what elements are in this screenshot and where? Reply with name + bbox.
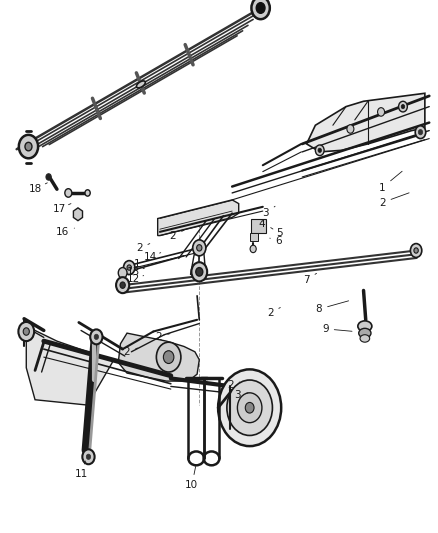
Circle shape (163, 351, 174, 364)
Polygon shape (158, 200, 239, 236)
Circle shape (196, 268, 203, 276)
Circle shape (90, 329, 102, 344)
Circle shape (23, 328, 29, 335)
Text: 6: 6 (270, 237, 283, 246)
Text: 4: 4 (258, 219, 265, 229)
Circle shape (118, 268, 127, 278)
Circle shape (116, 277, 129, 293)
Text: 10: 10 (185, 466, 198, 490)
Circle shape (86, 454, 91, 459)
Text: 2: 2 (379, 193, 409, 207)
Circle shape (191, 262, 207, 281)
Text: 2: 2 (136, 244, 150, 253)
Circle shape (82, 449, 95, 464)
Ellipse shape (360, 335, 370, 342)
FancyBboxPatch shape (250, 233, 258, 241)
Text: 1: 1 (379, 171, 402, 192)
Text: 7: 7 (303, 273, 317, 285)
Circle shape (46, 174, 51, 180)
Circle shape (18, 322, 34, 341)
Circle shape (120, 282, 125, 288)
Circle shape (127, 265, 131, 270)
Circle shape (94, 334, 99, 340)
Circle shape (251, 0, 270, 19)
Circle shape (256, 3, 265, 13)
Polygon shape (307, 93, 425, 152)
Text: 17: 17 (53, 204, 71, 214)
Text: 2: 2 (267, 308, 280, 318)
Text: 16: 16 (56, 227, 74, 237)
Text: 1: 1 (134, 260, 147, 269)
Ellipse shape (358, 321, 372, 332)
FancyBboxPatch shape (251, 219, 266, 233)
Ellipse shape (359, 328, 371, 338)
Circle shape (415, 126, 426, 139)
Text: 2: 2 (227, 380, 240, 390)
Circle shape (124, 261, 135, 274)
Text: 2: 2 (155, 332, 170, 342)
Polygon shape (74, 208, 82, 221)
Polygon shape (26, 326, 114, 405)
Circle shape (401, 104, 405, 109)
Text: 5: 5 (271, 228, 283, 238)
Text: 11: 11 (74, 461, 88, 479)
Circle shape (378, 108, 385, 116)
Text: 3: 3 (234, 391, 248, 400)
Text: 13: 13 (127, 267, 145, 277)
Circle shape (410, 244, 422, 257)
Circle shape (347, 125, 354, 133)
Circle shape (197, 245, 202, 251)
Circle shape (19, 135, 38, 158)
Circle shape (65, 189, 72, 197)
Circle shape (193, 240, 206, 256)
Circle shape (418, 130, 423, 135)
Circle shape (315, 145, 324, 156)
Text: 18: 18 (29, 183, 47, 193)
Circle shape (245, 402, 254, 413)
Circle shape (318, 148, 321, 152)
Text: 3: 3 (262, 206, 275, 218)
Circle shape (237, 393, 262, 423)
Text: 2: 2 (170, 230, 184, 240)
Circle shape (250, 245, 256, 253)
Circle shape (399, 101, 407, 112)
Text: 12: 12 (127, 274, 144, 284)
Ellipse shape (136, 81, 145, 88)
Text: 2: 2 (124, 347, 138, 357)
Circle shape (218, 369, 281, 446)
Circle shape (227, 380, 272, 435)
Circle shape (25, 142, 32, 151)
Circle shape (414, 248, 418, 253)
Text: 8: 8 (315, 301, 349, 314)
Polygon shape (118, 333, 199, 381)
Text: 9: 9 (322, 324, 352, 334)
Circle shape (156, 342, 181, 372)
Circle shape (85, 190, 90, 196)
Text: 14: 14 (144, 252, 161, 262)
